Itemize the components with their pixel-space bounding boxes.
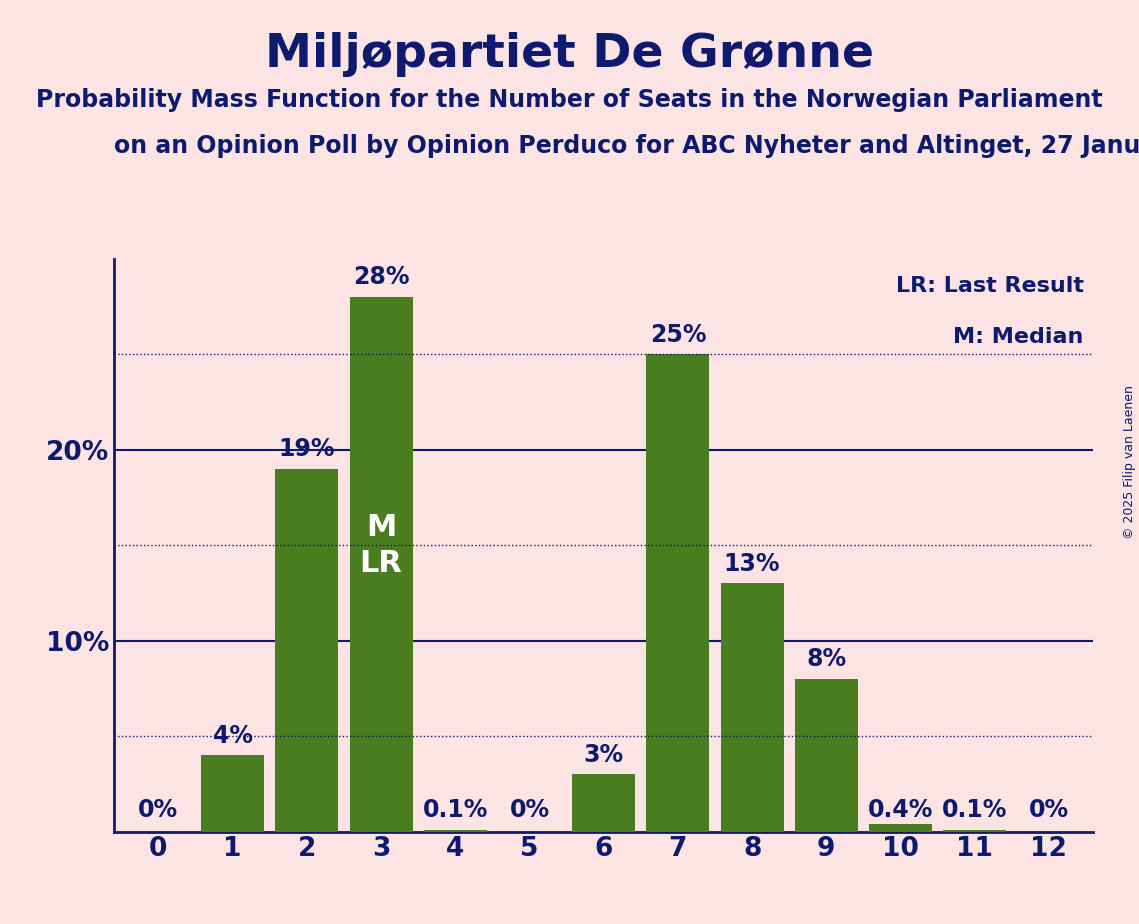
Text: 0%: 0%: [138, 798, 179, 822]
Bar: [646, 354, 710, 832]
Text: M: Median: M: Median: [953, 327, 1083, 347]
Text: © 2025 Filip van Laenen: © 2025 Filip van Laenen: [1123, 385, 1137, 539]
Text: Miljøpartiet De Grønne: Miljøpartiet De Grønne: [265, 32, 874, 78]
Text: 3%: 3%: [583, 743, 624, 767]
Bar: [424, 830, 486, 832]
Text: Probability Mass Function for the Number of Seats in the Norwegian Parliament: Probability Mass Function for the Number…: [36, 88, 1103, 112]
Text: 0%: 0%: [1029, 798, 1070, 822]
Text: 25%: 25%: [649, 322, 706, 346]
Text: on an Opinion Poll by Opinion Perduco for ABC Nyheter and Altinget, 27 January–3: on an Opinion Poll by Opinion Perduco fo…: [114, 134, 1139, 158]
Text: 13%: 13%: [724, 552, 780, 576]
Text: 0.1%: 0.1%: [942, 798, 1007, 822]
Text: 28%: 28%: [353, 265, 409, 289]
Bar: [943, 830, 1006, 832]
Bar: [350, 297, 412, 832]
Text: 8%: 8%: [806, 647, 846, 671]
Text: LR: Last Result: LR: Last Result: [895, 276, 1083, 296]
Text: M
LR: M LR: [360, 513, 402, 578]
Text: 0.1%: 0.1%: [423, 798, 487, 822]
Bar: [869, 824, 932, 832]
Bar: [202, 755, 264, 832]
Bar: [795, 679, 858, 832]
Text: 0.4%: 0.4%: [868, 798, 933, 822]
Bar: [276, 468, 338, 832]
Text: 19%: 19%: [279, 437, 335, 461]
Bar: [572, 774, 636, 832]
Bar: [721, 583, 784, 832]
Text: 0%: 0%: [509, 798, 549, 822]
Text: 4%: 4%: [213, 723, 253, 748]
